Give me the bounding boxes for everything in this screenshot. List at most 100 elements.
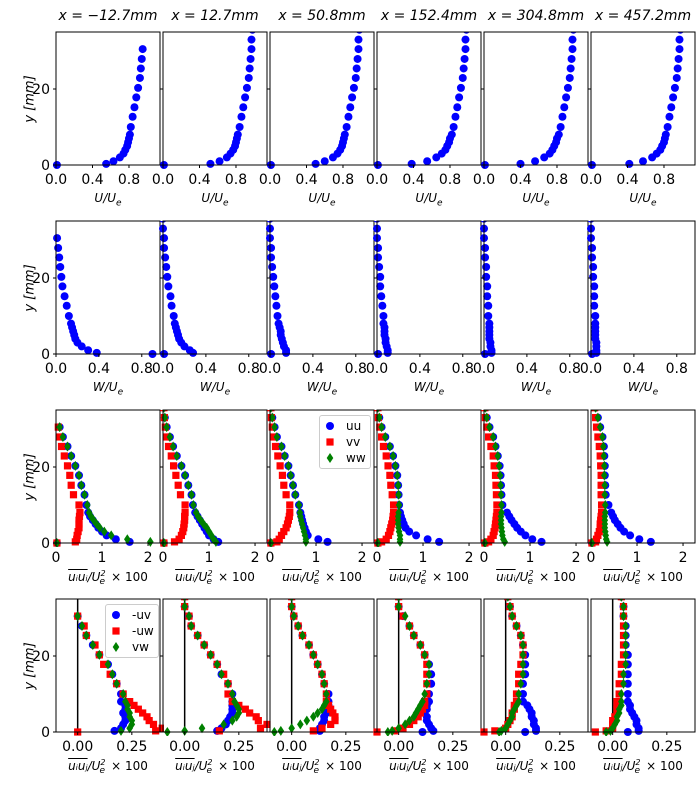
y-tick-label: 0 <box>41 347 50 363</box>
x-label-sup: 2 <box>314 758 320 767</box>
point--uw <box>609 717 617 725</box>
point-uu <box>626 531 635 540</box>
point-W <box>53 234 62 243</box>
x-tick-label: 0.25 <box>116 739 147 755</box>
point-ww <box>392 460 399 471</box>
point-ww <box>386 441 394 452</box>
point-ww <box>483 412 491 423</box>
point-W <box>60 292 69 301</box>
subplot-r4-c1: 0 20 0.00 0.25 <box>32 598 164 755</box>
axes-frame <box>483 598 589 733</box>
point-W <box>164 282 173 291</box>
x-tick-label: 0.0 <box>45 361 67 377</box>
axes-frame <box>483 409 589 544</box>
point-ww <box>486 422 493 433</box>
point-U <box>130 103 139 112</box>
x-tick-label: 2 <box>572 550 581 566</box>
point-U <box>568 35 577 44</box>
point-vw <box>425 669 433 680</box>
point-ww <box>81 489 88 500</box>
point-W <box>482 262 491 271</box>
x-label-sub: e <box>652 387 659 398</box>
axes-frame <box>483 220 589 355</box>
point-U <box>665 112 674 121</box>
point-vw <box>187 620 195 631</box>
y-axis-label-text: y [mm] <box>22 452 38 501</box>
x-label-main: W/U <box>520 380 546 394</box>
point-U <box>461 35 470 44</box>
point-W <box>376 282 385 291</box>
point-W <box>481 243 490 252</box>
point-U <box>102 159 111 168</box>
point-ww <box>600 450 608 461</box>
x-label-sub: e <box>99 577 106 588</box>
column-title: x = 457.2mm <box>595 8 691 24</box>
x-axis-label: U/Ue <box>94 191 121 208</box>
subplot-r3-c6: 0 1 2 <box>587 409 696 566</box>
point-vv <box>492 481 500 489</box>
point-W <box>484 312 493 320</box>
point-ww <box>594 412 602 423</box>
point-U <box>138 45 147 54</box>
point--uw <box>399 724 407 732</box>
point-ww <box>185 480 192 491</box>
point-ww <box>192 507 200 518</box>
x-label-suffix: × 100 <box>111 759 148 773</box>
point-vv <box>491 520 500 528</box>
point-vw <box>423 678 431 689</box>
x-tick-label: 0.8 <box>559 361 581 377</box>
column-title-text: x = 152.4mm <box>380 8 478 24</box>
point-vw <box>320 678 328 689</box>
x-axis-label: uᵢuᵢ/U2e × 100 <box>389 569 469 587</box>
point--uw <box>327 720 335 728</box>
x-tick-label: 0.0 <box>152 361 174 377</box>
y-axis-label: y [mm] <box>23 75 38 122</box>
y-axis-label: y [mm] <box>23 642 38 689</box>
point--uv <box>623 679 632 688</box>
x-label-overline: uᵢuⱼ <box>496 759 516 773</box>
point--uw <box>331 713 339 721</box>
axes-frame <box>376 409 482 544</box>
point-vw <box>119 689 127 699</box>
point-vv <box>181 516 189 524</box>
x-label-main: W/U <box>92 380 118 394</box>
point-vv <box>176 491 185 499</box>
x-label-sub: e <box>117 387 124 398</box>
point--uw <box>329 709 337 717</box>
legend-marker <box>112 642 120 652</box>
point-ww <box>376 412 383 423</box>
point-vw <box>517 630 525 641</box>
point-vv <box>276 462 284 470</box>
point-vw <box>185 611 193 622</box>
legend-label: -uv <box>132 608 152 622</box>
point-vw <box>182 599 187 602</box>
point--uv <box>623 690 632 698</box>
point--uw <box>134 705 142 713</box>
point--uw <box>615 680 623 688</box>
point-U <box>554 130 563 139</box>
x-tick-label: 0.8 <box>332 172 354 188</box>
point-vv <box>63 462 72 470</box>
x-axis-label: uᵢuⱼ/U2e × 100 <box>603 758 683 776</box>
point-U <box>453 103 462 112</box>
point--uw <box>256 724 265 732</box>
point-W <box>54 243 63 252</box>
point-U <box>249 32 256 34</box>
point-ww <box>188 489 195 500</box>
x-tick-label: 0 <box>159 550 168 566</box>
x-label-overline: uᵢuⱼ <box>389 759 409 773</box>
legend: uu vv ww <box>319 415 371 469</box>
legend-entry: ww <box>324 450 366 466</box>
point--uw <box>224 690 232 698</box>
legend-entry: vv <box>324 434 366 450</box>
point-vv <box>490 462 498 470</box>
point-vw <box>109 669 116 680</box>
x-label-sub: e <box>544 198 550 209</box>
point-W <box>84 346 93 355</box>
x-tick-label: 0.25 <box>437 739 468 755</box>
x-tick-label: 0.0 <box>259 172 281 188</box>
point-W <box>485 319 494 328</box>
point-vw <box>297 719 304 730</box>
point-ww <box>181 470 189 481</box>
x-label-suffix: × 100 <box>432 759 469 773</box>
